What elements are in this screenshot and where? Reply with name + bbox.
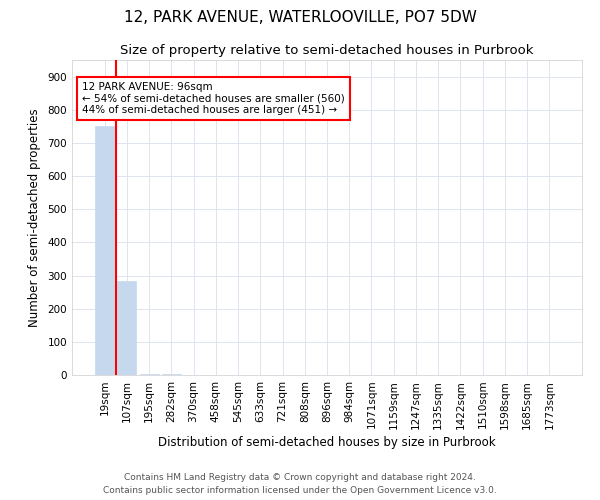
Title: Size of property relative to semi-detached houses in Purbrook: Size of property relative to semi-detach… [120,44,534,58]
Text: 12, PARK AVENUE, WATERLOOVILLE, PO7 5DW: 12, PARK AVENUE, WATERLOOVILLE, PO7 5DW [124,10,476,25]
Bar [95,126,114,375]
Text: Contains HM Land Registry data © Crown copyright and database right 2024.
Contai: Contains HM Land Registry data © Crown c… [103,474,497,495]
Bar [162,374,181,375]
Bar [118,280,136,375]
Y-axis label: Number of semi-detached properties: Number of semi-detached properties [28,108,41,327]
Bar [140,374,158,375]
X-axis label: Distribution of semi-detached houses by size in Purbrook: Distribution of semi-detached houses by … [158,436,496,448]
Text: 12 PARK AVENUE: 96sqm
← 54% of semi-detached houses are smaller (560)
44% of sem: 12 PARK AVENUE: 96sqm ← 54% of semi-deta… [82,82,345,116]
